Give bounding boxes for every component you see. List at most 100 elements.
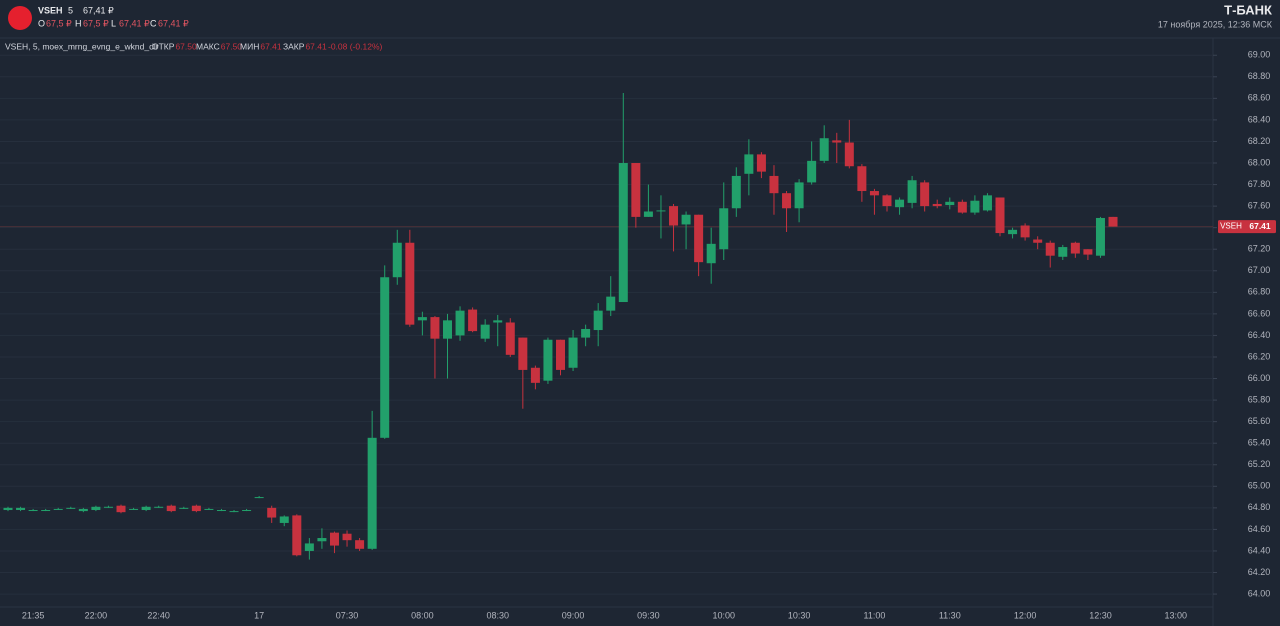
candle-body xyxy=(442,320,452,339)
candle-body xyxy=(493,320,503,323)
candle-body xyxy=(756,154,766,172)
y-tick-label: 67.20 xyxy=(1248,244,1271,254)
candle-body xyxy=(267,507,277,518)
candle-body xyxy=(405,242,415,325)
candle-body xyxy=(16,507,26,511)
candle-body xyxy=(920,182,930,207)
candle-body xyxy=(342,533,352,541)
legend-value: 67.41 xyxy=(260,41,282,51)
candle-body xyxy=(129,508,139,510)
y-tick-label: 66.20 xyxy=(1248,351,1271,361)
candle-body xyxy=(91,506,101,511)
x-tick-label: 11:30 xyxy=(939,610,961,620)
candle-body xyxy=(1108,216,1118,227)
y-tick-label: 65.40 xyxy=(1248,438,1271,448)
y-tick-label: 65.00 xyxy=(1248,481,1271,491)
candle-body xyxy=(932,203,942,207)
x-tick-label: 09:00 xyxy=(562,610,585,620)
candle-body xyxy=(1070,242,1080,254)
candle-body xyxy=(782,193,792,209)
candle-body xyxy=(593,310,603,331)
candle-body xyxy=(216,510,226,512)
legend-value: 67.50 xyxy=(221,41,243,51)
candle-body xyxy=(530,367,540,383)
last-price-tag xyxy=(1218,220,1276,234)
x-tick-label: 11:00 xyxy=(864,610,886,620)
candle-body xyxy=(317,538,327,542)
candle-body xyxy=(970,200,980,213)
candle-body xyxy=(1095,217,1105,256)
candle-body xyxy=(518,337,528,370)
candle-body xyxy=(242,510,252,512)
candle-body xyxy=(430,317,440,339)
candle-body xyxy=(380,277,390,438)
datetime: 17 ноября 2025, 12:36 МСК xyxy=(1158,19,1273,29)
x-tick-label: 09:30 xyxy=(637,610,660,620)
ohlc-key: O xyxy=(38,18,45,28)
ohlc-value: 67,5 ₽ xyxy=(46,18,72,28)
y-tick-label: 65.60 xyxy=(1248,416,1271,426)
y-tick-label: 67.60 xyxy=(1248,200,1271,210)
candle-body xyxy=(53,508,63,510)
ohlc-key: C xyxy=(150,18,157,28)
candle-body xyxy=(329,532,339,546)
candle-body xyxy=(455,310,465,336)
ohlc-value: 67,41 ₽ xyxy=(158,18,189,28)
brand: Т-БАНК xyxy=(1224,2,1272,17)
candle-body xyxy=(141,506,151,511)
candle-body xyxy=(606,296,616,311)
x-tick-label: 12:30 xyxy=(1089,610,1112,620)
candle-body xyxy=(66,507,76,509)
candle-body xyxy=(869,191,879,196)
y-tick-label: 68.60 xyxy=(1248,93,1271,103)
ohlc-value: 67,5 ₽ xyxy=(83,18,109,28)
candle-body xyxy=(618,163,628,303)
candle-body xyxy=(191,505,201,512)
candle-body xyxy=(907,180,917,203)
legend-key: ЗАКР xyxy=(283,41,305,51)
candle-body xyxy=(505,322,515,355)
ohlc-value: 67,41 ₽ xyxy=(119,18,150,28)
candle-body xyxy=(1045,242,1055,256)
y-tick-label: 64.80 xyxy=(1248,502,1271,512)
candle-body xyxy=(1083,249,1093,255)
y-tick-label: 64.60 xyxy=(1248,524,1271,534)
candle-body xyxy=(179,507,189,509)
candle-body xyxy=(945,201,955,206)
candle-body xyxy=(543,339,553,381)
candle-body xyxy=(1033,239,1043,243)
x-tick-label: 08:00 xyxy=(411,610,434,620)
candle-body xyxy=(643,211,653,217)
candle-body xyxy=(857,166,867,192)
y-tick-label: 65.80 xyxy=(1248,394,1271,404)
x-tick-label: 10:30 xyxy=(788,610,811,620)
ohlc-key: L xyxy=(111,18,116,28)
last-price-name: VSEH xyxy=(1220,222,1242,231)
x-tick-label: 17 xyxy=(254,610,264,620)
candle-body xyxy=(769,175,779,194)
x-tick-label: 13:00 xyxy=(1165,610,1188,620)
candle-body xyxy=(581,328,591,338)
x-tick-label: 12:00 xyxy=(1014,610,1037,620)
y-tick-label: 69.00 xyxy=(1248,50,1271,60)
y-tick-label: 67.00 xyxy=(1248,265,1271,275)
x-tick-label: 22:00 xyxy=(85,610,108,620)
y-tick-label: 68.80 xyxy=(1248,71,1271,81)
candle-body xyxy=(719,208,729,250)
candle-body xyxy=(995,197,1005,234)
candle-body xyxy=(556,339,566,370)
candle-body xyxy=(154,506,164,508)
legend-value: 67.41 xyxy=(305,41,327,51)
candle-body xyxy=(656,210,666,212)
price: 67,41 ₽ xyxy=(83,5,114,15)
y-tick-label: 66.80 xyxy=(1248,287,1271,297)
x-tick-label: 22:40 xyxy=(147,610,170,620)
candle-body xyxy=(480,324,490,339)
legend-key: МИН xyxy=(240,41,259,51)
y-tick-label: 66.40 xyxy=(1248,330,1271,340)
candle-body xyxy=(807,160,817,183)
legend-change: -0.08 (-0.12%) xyxy=(328,41,382,51)
candle-body xyxy=(568,337,578,368)
